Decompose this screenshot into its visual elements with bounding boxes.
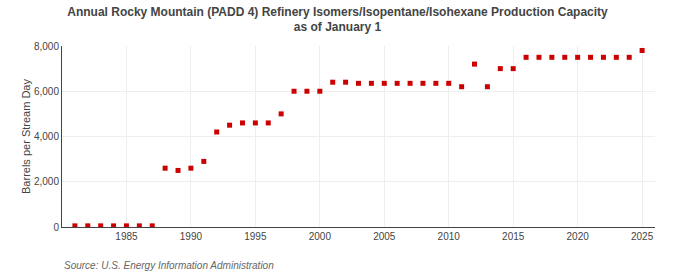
svg-text:8,000: 8,000 [34, 41, 59, 52]
svg-text:2025: 2025 [631, 231, 654, 242]
svg-text:1985: 1985 [115, 231, 138, 242]
svg-text:Barrels per Stream Day: Barrels per Stream Day [20, 79, 32, 194]
svg-text:1990: 1990 [180, 231, 203, 242]
svg-text:2,000: 2,000 [34, 176, 59, 187]
svg-text:6,000: 6,000 [34, 86, 59, 97]
svg-text:2010: 2010 [438, 231, 461, 242]
svg-text:2015: 2015 [502, 231, 525, 242]
svg-text:1995: 1995 [244, 231, 267, 242]
svg-text:2005: 2005 [373, 231, 396, 242]
svg-text:Source: U.S. Energy Informatio: Source: U.S. Energy Information Administ… [64, 260, 274, 271]
svg-text:0: 0 [53, 222, 59, 233]
svg-text:Annual Rocky Mountain (PADD 4): Annual Rocky Mountain (PADD 4) Refinery … [67, 5, 608, 35]
svg-text:2020: 2020 [567, 231, 590, 242]
svg-text:4,000: 4,000 [34, 131, 59, 142]
svg-text:2000: 2000 [309, 231, 332, 242]
